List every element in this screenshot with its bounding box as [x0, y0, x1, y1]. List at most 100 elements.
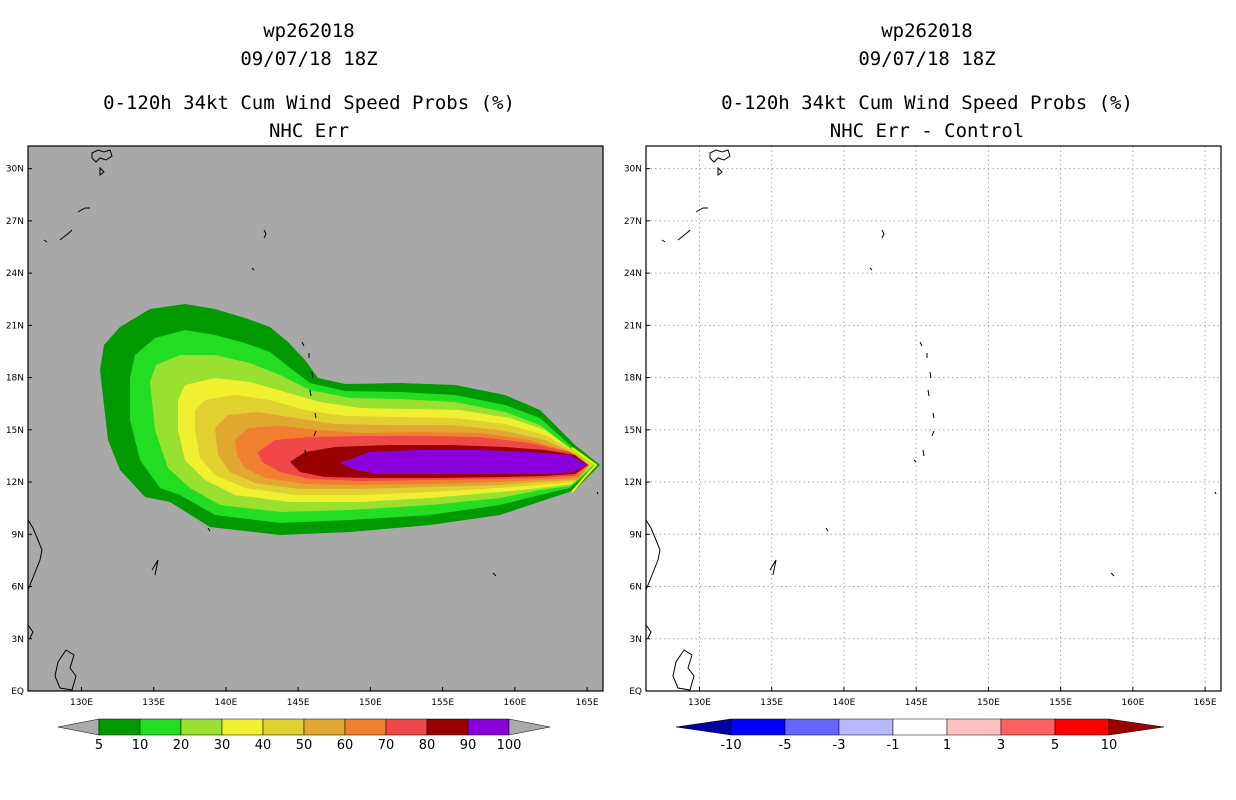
lat-label: 24N	[624, 269, 642, 279]
lon-label: 155E	[1049, 698, 1072, 708]
colorbar-swatch	[467, 718, 510, 736]
colorbar-swatch	[946, 718, 1002, 736]
colorbar-label: 5	[1051, 738, 1059, 753]
colorbar-label: 60	[337, 738, 354, 753]
lat-label: EQ	[629, 687, 642, 697]
lon-label: 135E	[142, 698, 165, 708]
lon-label: 135E	[760, 698, 783, 708]
japan-kyushu-coast	[91, 149, 113, 163]
colorbar-swatch	[98, 718, 141, 736]
probability-map: EQ 3N 6N 9N 12N 15N 18N 21N 24N 27N 30N 130E 135E 140…	[6, 145, 604, 753]
lat-label: 15N	[6, 426, 24, 436]
island-small-1	[251, 267, 255, 271]
lon-label: 130E	[688, 698, 711, 708]
new-guinea-coast	[672, 649, 695, 691]
colorbar-swatch	[180, 718, 223, 736]
lon-label: 165E	[576, 698, 599, 708]
colorbar-label: 5	[95, 738, 103, 753]
coastlines	[27, 149, 599, 691]
colorbar-swatch	[221, 718, 264, 736]
colorbar-low-arrow	[57, 718, 100, 736]
colorbar-swatch	[344, 718, 387, 736]
coastlines	[645, 149, 1217, 691]
taiwan-fragment	[661, 239, 666, 243]
mariana-islands	[913, 341, 935, 463]
colorbar-high-arrow	[1108, 718, 1165, 736]
colorbar-swatch	[892, 718, 948, 736]
colorbar-high-arrow	[508, 718, 551, 736]
colorbar-label: 3	[997, 738, 1005, 753]
ryukyu-islands-3	[59, 229, 73, 241]
colorbar-low-arrow	[675, 718, 732, 736]
lat-label: 6N	[12, 583, 24, 593]
right-panel: wp262018 09/07/18 18Z 0-120h 34kt Cum Wi…	[618, 0, 1236, 800]
island-izu	[263, 229, 267, 239]
colorbar-swatch	[385, 718, 428, 736]
ryukyu-islands-1	[717, 166, 723, 176]
product-title: 0-120h 34kt Cum Wind Speed Probs (%)	[721, 92, 1133, 114]
difference-map: EQ 3N 6N 9N 12N 15N 18N 21N 24N 27N 30N 130E 135E 140…	[624, 145, 1222, 753]
island-small-4	[596, 491, 599, 495]
lat-label: 30N	[6, 165, 24, 175]
philippines-coast	[645, 519, 661, 591]
japan-kyushu-coast	[709, 149, 731, 163]
lon-label: 160E	[503, 698, 526, 708]
colorbar-label: 90	[460, 738, 477, 753]
ryukyu-islands-2	[695, 207, 708, 213]
axis-ticks: EQ 3N 6N 9N 12N 15N 18N 21N 24N 27N 30N 130E 135E 140…	[6, 165, 599, 708]
island-small-2	[207, 527, 211, 532]
ryukyu-islands-2	[77, 207, 90, 213]
colorbar-swatch	[303, 718, 346, 736]
island-small-4	[1214, 491, 1217, 495]
lon-label: 140E	[214, 698, 237, 708]
lat-label: 27N	[6, 217, 24, 227]
colorbar-label: -5	[779, 738, 792, 753]
mariana-islands	[295, 341, 317, 463]
colorbar-label: 20	[173, 738, 190, 753]
colorbar-label: 10	[1101, 738, 1118, 753]
island-small-3	[1110, 572, 1115, 577]
lat-label: 15N	[624, 426, 642, 436]
lat-label: 30N	[624, 165, 642, 175]
lon-label: 160E	[1121, 698, 1144, 708]
philippines-islands	[645, 624, 652, 639]
storm-id-title: wp262018	[881, 20, 973, 42]
new-guinea-coast	[54, 649, 77, 691]
colorbar-label: 50	[296, 738, 313, 753]
colorbar-label: -3	[833, 738, 846, 753]
colorbar-swatch	[838, 718, 894, 736]
colorbar-swatch	[1000, 718, 1056, 736]
lat-label: 18N	[624, 374, 642, 384]
colorbar-label: 70	[378, 738, 395, 753]
colorbar-label: -1	[887, 738, 900, 753]
lon-label: 150E	[977, 698, 1000, 708]
colorbar-label: 1	[943, 738, 951, 753]
colorbar-swatch	[426, 718, 469, 736]
subtitle: NHC Err - Control	[829, 120, 1025, 142]
subtitle: NHC Err	[268, 120, 350, 142]
colorbar-swatch	[1054, 718, 1110, 736]
lon-label: 150E	[359, 698, 382, 708]
island-small-2	[825, 527, 829, 532]
colorbar-swatch	[262, 718, 305, 736]
philippines-islands	[27, 624, 34, 639]
lat-label: 12N	[6, 478, 24, 488]
colorbar-swatch	[139, 718, 182, 736]
palau-island	[769, 559, 777, 576]
lat-label: EQ	[11, 687, 24, 697]
storm-id-title: wp262018	[263, 20, 355, 42]
lat-label: 3N	[12, 635, 24, 645]
colorbar-swatch	[784, 718, 840, 736]
lon-label: 140E	[832, 698, 855, 708]
datetime-title: 09/07/18 18Z	[858, 48, 996, 70]
lat-label: 6N	[630, 583, 642, 593]
lat-label: 21N	[6, 321, 24, 331]
colorbar-swatch	[730, 718, 786, 736]
axis-ticks: EQ 3N 6N 9N 12N 15N 18N 21N 24N 27N 30N 130E 135E 140…	[624, 165, 1217, 708]
colorbar-label: -10	[720, 738, 741, 753]
island-small-1	[869, 267, 873, 271]
island-small-3	[492, 572, 497, 577]
colorbar-label: 40	[255, 738, 272, 753]
colorbar-label: 80	[419, 738, 436, 753]
map-background	[646, 146, 1221, 691]
